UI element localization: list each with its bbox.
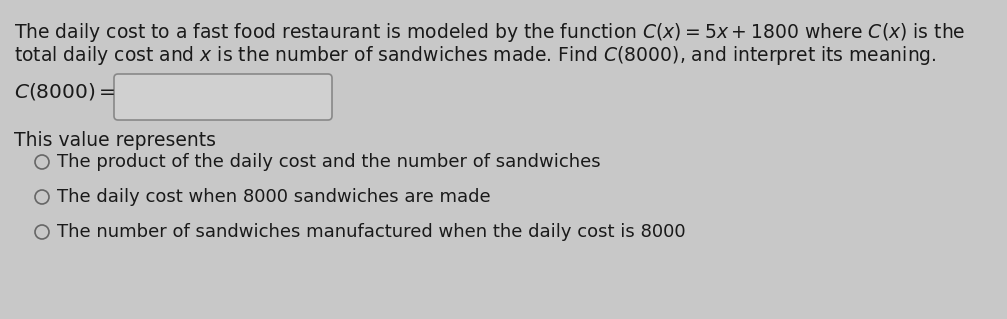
Text: The daily cost when 8000 sandwiches are made: The daily cost when 8000 sandwiches are … <box>57 188 490 206</box>
Text: This value represents: This value represents <box>14 131 215 150</box>
Text: The number of sandwiches manufactured when the daily cost is 8000: The number of sandwiches manufactured wh… <box>57 223 686 241</box>
Text: total daily cost and $x$ is the number of sandwiches made. Find $C(8000)$, and i: total daily cost and $x$ is the number o… <box>14 44 937 67</box>
Text: The daily cost to a fast food restaurant is modeled by the function $C(x) = 5x +: The daily cost to a fast food restaurant… <box>14 21 966 44</box>
Text: $C(8000) =$: $C(8000) =$ <box>14 80 116 101</box>
FancyBboxPatch shape <box>114 74 332 120</box>
Text: The product of the daily cost and the number of sandwiches: The product of the daily cost and the nu… <box>57 153 600 171</box>
